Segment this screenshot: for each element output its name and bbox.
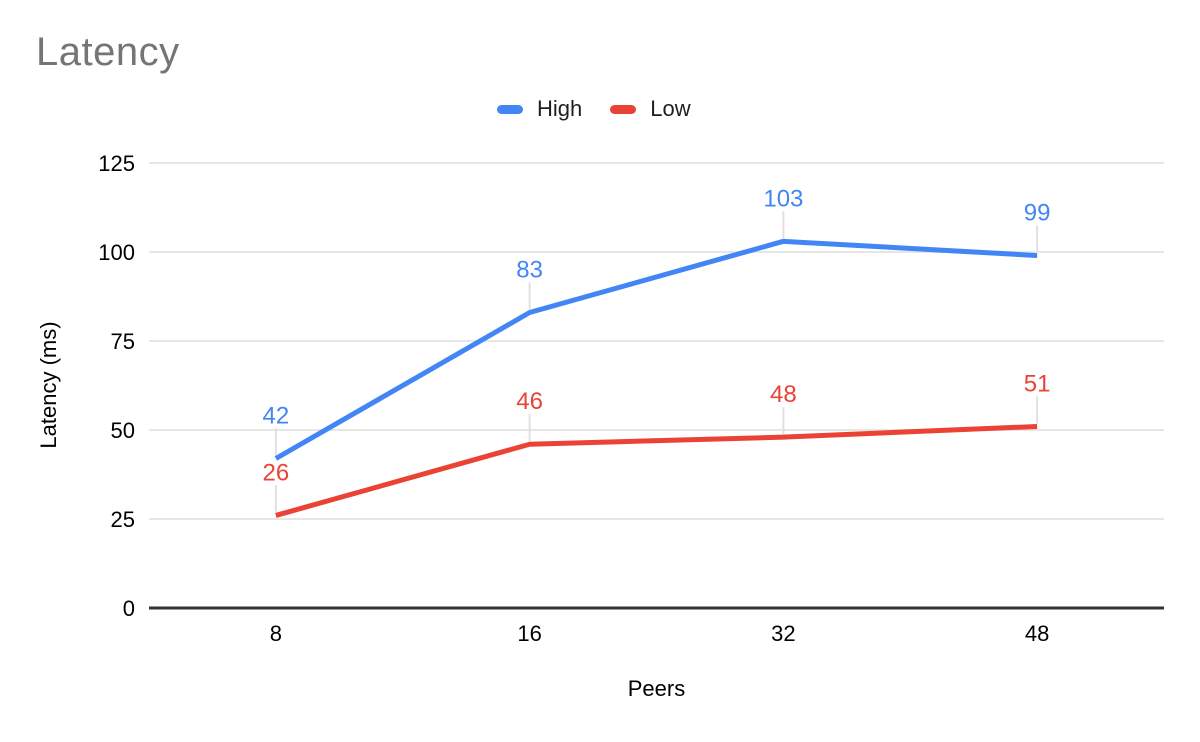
legend-item-high: High: [497, 98, 582, 120]
legend-label-high: High: [537, 96, 583, 121]
chart-legend: High Low: [497, 98, 691, 120]
data-label-low: 26: [263, 459, 290, 486]
y-tick-label: 25: [111, 507, 135, 532]
y-tick-label: 125: [98, 151, 135, 176]
data-label-low: 48: [770, 381, 797, 408]
x-tick-label: 48: [1025, 621, 1049, 646]
data-label-high: 42: [263, 402, 290, 429]
chart-title: Latency: [36, 30, 180, 74]
y-tick-label: 50: [111, 418, 135, 443]
data-label-low: 51: [1024, 370, 1051, 397]
y-tick-label: 0: [123, 596, 135, 621]
data-label-low: 46: [516, 388, 543, 415]
data-label-high: 83: [516, 257, 543, 284]
data-label-high: 103: [763, 185, 803, 212]
y-tick-label: 75: [111, 329, 135, 354]
legend-label-low: Low: [650, 96, 691, 121]
series-line-high: [274, 238, 1038, 461]
legend-swatch-high: [497, 104, 523, 114]
data-label-high: 99: [1024, 200, 1051, 227]
x-tick-label: 16: [517, 621, 541, 646]
series-line-low: [275, 423, 1038, 518]
legend-swatch-low: [610, 104, 637, 114]
legend-item-low: Low: [610, 96, 691, 121]
x-tick-label: 8: [270, 621, 282, 646]
y-tick-label: 100: [98, 240, 135, 265]
x-tick-label: 32: [771, 621, 795, 646]
x-axis-title: Peers: [627, 676, 686, 701]
